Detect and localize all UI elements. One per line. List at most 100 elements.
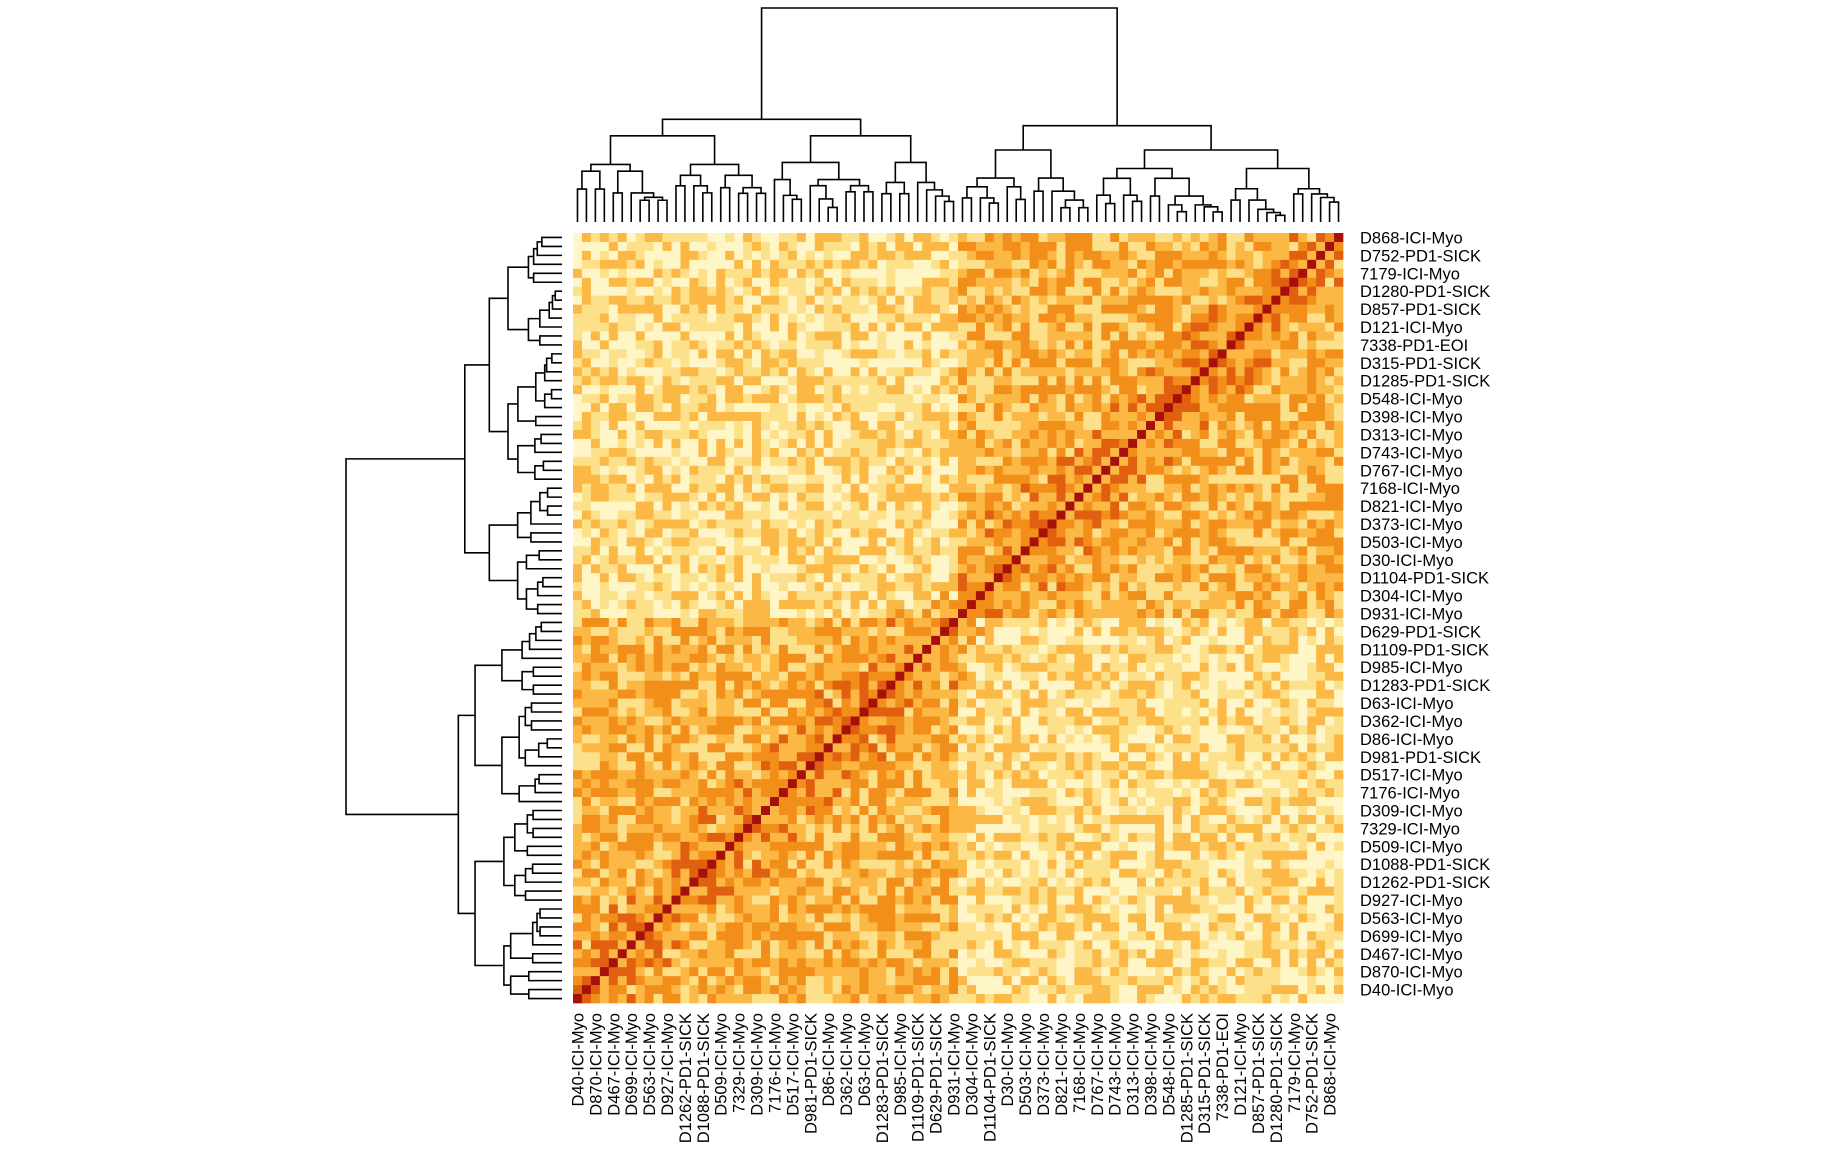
- heatmap-cell: [1199, 591, 1210, 601]
- heatmap-cell: [877, 447, 887, 458]
- heatmap-cell: [769, 591, 780, 601]
- heatmap-cell: [1011, 591, 1022, 601]
- heatmap-cell: [1074, 609, 1084, 619]
- heatmap-cell: [680, 671, 690, 682]
- heatmap-cell: [1280, 429, 1290, 440]
- heatmap-cell: [984, 403, 995, 413]
- dendrogram-branch: [576, 188, 588, 222]
- heatmap-cell: [1020, 313, 1030, 323]
- heatmap-cell: [1190, 716, 1201, 726]
- heatmap-cell: [1325, 313, 1335, 323]
- heatmap-cell: [1190, 492, 1201, 502]
- heatmap-cell: [1002, 376, 1013, 386]
- heatmap-cell: [1217, 635, 1227, 646]
- heatmap-cell: [698, 644, 708, 655]
- heatmap-cell: [922, 277, 932, 288]
- heatmap-cell: [1316, 340, 1326, 350]
- heatmap-cell: [716, 295, 726, 305]
- heatmap-cell: [662, 671, 672, 682]
- heatmap-cell: [752, 403, 762, 413]
- heatmap-cell: [886, 609, 896, 619]
- heatmap-cell: [680, 447, 690, 458]
- heatmap-cell: [1217, 716, 1227, 726]
- heatmap-cell: [734, 313, 744, 323]
- heatmap-cell: [590, 358, 601, 368]
- heatmap-cell: [832, 447, 842, 458]
- heatmap-cell: [1289, 465, 1299, 476]
- heatmap-cell: [698, 510, 708, 520]
- heatmap-cell: [796, 689, 807, 699]
- heatmap-cell: [868, 394, 878, 404]
- heatmap-cell: [886, 662, 896, 673]
- heatmap-cell: [769, 671, 780, 682]
- heatmap-cell: [1181, 680, 1192, 690]
- heatmap-cell: [1208, 376, 1218, 386]
- heatmap-cell: [1280, 313, 1290, 323]
- heatmap-cell: [635, 546, 645, 556]
- heatmap-cell: [599, 492, 610, 502]
- heatmap-cell: [1146, 438, 1156, 449]
- heatmap-cell: [1172, 707, 1183, 717]
- heatmap-cell: [877, 412, 887, 422]
- heatmap-cell: [716, 582, 726, 592]
- heatmap-cell: [653, 510, 663, 520]
- heatmap-cell: [761, 698, 771, 708]
- heatmap-cell: [1325, 689, 1335, 699]
- heatmap-cell: [805, 519, 816, 529]
- heatmap-cell: [1020, 707, 1030, 717]
- heatmap-cell: [958, 322, 968, 332]
- heatmap-cell: [1289, 698, 1299, 708]
- heatmap-cell: [975, 707, 986, 717]
- heatmap-cell: [984, 698, 995, 708]
- heatmap-cell: [608, 662, 619, 673]
- heatmap-cell: [1298, 412, 1308, 422]
- heatmap-cell: [599, 680, 610, 690]
- heatmap-cell: [752, 286, 762, 297]
- heatmap-cell: [1316, 421, 1326, 431]
- heatmap-cell: [1146, 725, 1156, 735]
- heatmap-cell: [1065, 546, 1075, 556]
- heatmap-cell: [805, 385, 816, 395]
- heatmap-cell: [1047, 349, 1057, 359]
- heatmap-cell: [1038, 680, 1048, 690]
- heatmap-cell: [752, 394, 762, 404]
- heatmap-cell: [814, 358, 825, 368]
- heatmap-cell: [1316, 609, 1326, 619]
- heatmap-cell: [1146, 501, 1156, 511]
- heatmap-cell: [904, 591, 914, 601]
- heatmap-cell: [1029, 465, 1039, 476]
- heatmap-cell: [1110, 501, 1120, 511]
- heatmap-cell: [1253, 698, 1263, 708]
- heatmap-cell: [644, 376, 654, 386]
- heatmap-cell: [653, 295, 663, 305]
- heatmap-cell: [1137, 412, 1147, 422]
- heatmap-cell: [1011, 277, 1022, 288]
- heatmap-cell: [734, 376, 744, 386]
- heatmap-cell: [725, 349, 735, 359]
- heatmap-cell: [707, 635, 717, 646]
- heatmap-cell: [716, 394, 726, 404]
- heatmap-cell: [1172, 528, 1183, 538]
- heatmap-cell: [1334, 358, 1344, 368]
- heatmap-cell: [716, 716, 726, 726]
- heatmap-cell: [984, 707, 995, 717]
- heatmap-cell: [573, 671, 583, 682]
- heatmap-cell: [761, 474, 771, 485]
- heatmap-cell: [787, 698, 798, 708]
- heatmap-cell: [599, 313, 610, 323]
- heatmap-cell: [886, 546, 896, 556]
- heatmap-cell: [635, 322, 645, 332]
- heatmap-cell: [1074, 385, 1084, 395]
- heatmap-cell: [1226, 474, 1236, 485]
- heatmap-cell: [1190, 358, 1201, 368]
- heatmap-cell: [966, 725, 977, 735]
- heatmap-cell: [1316, 707, 1326, 717]
- heatmap-cell: [734, 528, 744, 538]
- heatmap-cell: [913, 233, 923, 243]
- heatmap-cell: [984, 671, 995, 682]
- heatmap-cell: [1110, 537, 1120, 547]
- heatmap-cell: [761, 609, 771, 619]
- heatmap-cell: [796, 519, 807, 529]
- heatmap-cell: [805, 340, 816, 350]
- dendrogram-branch: [527, 970, 562, 982]
